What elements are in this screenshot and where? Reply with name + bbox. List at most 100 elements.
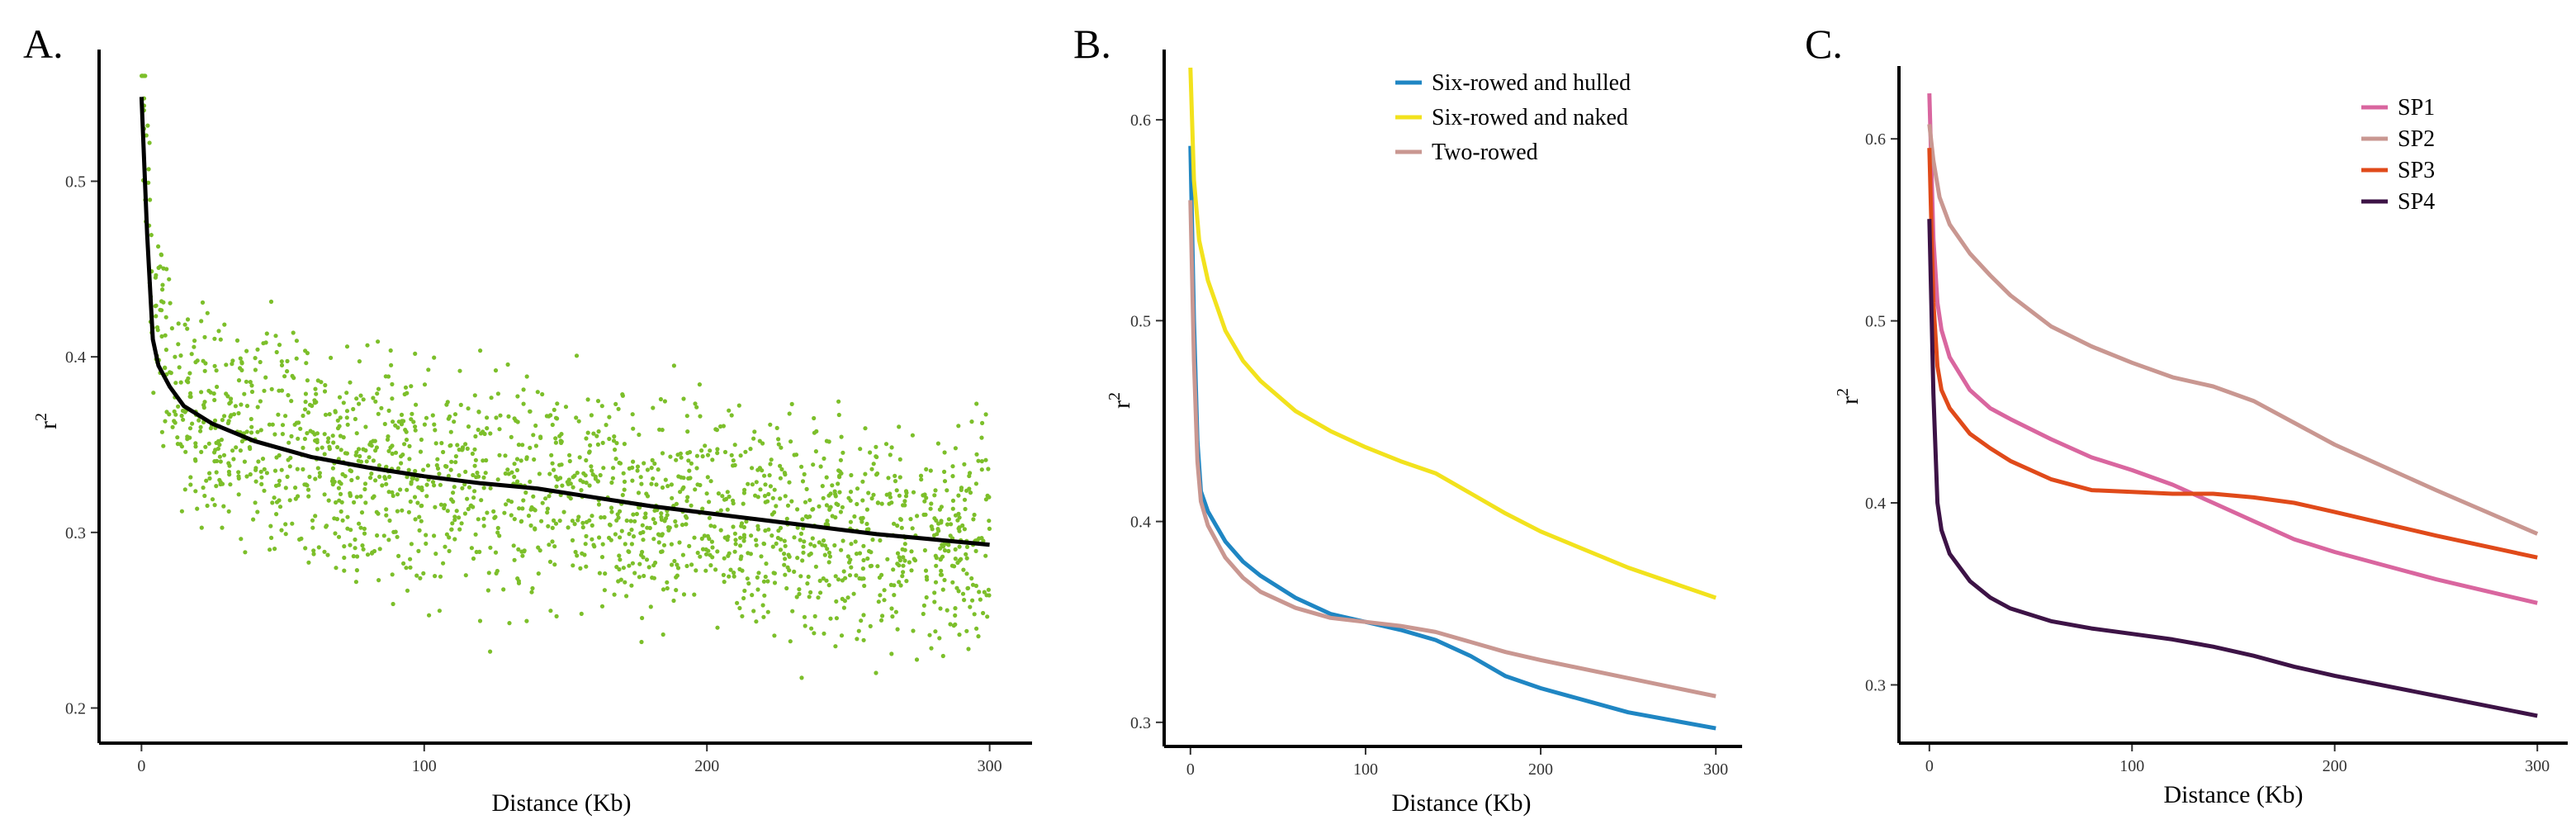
scatter-point — [936, 528, 941, 533]
scatter-point — [763, 574, 768, 580]
scatter-point — [193, 444, 198, 449]
scatter-point — [839, 434, 844, 439]
scatter-point — [950, 506, 955, 511]
scatter-point — [878, 538, 883, 543]
scatter-point — [520, 506, 525, 511]
scatter-point — [571, 485, 575, 490]
scatter-point — [699, 448, 704, 453]
scatter-point — [229, 396, 234, 401]
scatter-point — [339, 448, 343, 452]
scatter-point — [807, 498, 812, 503]
scatter-point — [656, 467, 661, 472]
scatter-point — [217, 454, 222, 459]
scatter-point — [579, 488, 584, 493]
scatter-point — [473, 433, 478, 439]
scatter-point — [741, 533, 747, 538]
scatter-point — [334, 500, 339, 505]
scatter-point — [953, 606, 958, 611]
scatter-point — [613, 532, 618, 537]
scatter-point — [603, 571, 608, 576]
scatter-point — [391, 601, 395, 607]
scatter-point — [552, 407, 556, 412]
scatter-point — [979, 467, 984, 472]
scatter-point — [217, 443, 222, 448]
scatter-point — [348, 380, 353, 385]
panel-a-y-tick-label-0.4: 0.4 — [65, 348, 86, 367]
scatter-point — [373, 399, 378, 404]
scatter-point — [855, 486, 860, 491]
scatter-point — [159, 429, 164, 434]
scatter-point — [512, 557, 517, 562]
scatter-point — [962, 462, 967, 467]
scatter-point — [248, 471, 253, 477]
panel-c-y-tick-label-0.5: 0.5 — [1865, 313, 1886, 331]
scatter-point — [353, 537, 358, 542]
scatter-point — [374, 509, 379, 514]
scatter-point — [173, 354, 178, 359]
scatter-point — [802, 614, 807, 619]
scatter-point — [380, 483, 385, 488]
scatter-point — [234, 338, 240, 343]
scatter-point — [348, 469, 354, 474]
scatter-point — [837, 490, 842, 495]
scatter-point — [867, 548, 872, 554]
scatter-point — [399, 454, 404, 459]
scatter-point — [463, 442, 468, 447]
scatter-point — [828, 616, 833, 621]
scatter-point — [493, 368, 499, 373]
scatter-point — [816, 595, 821, 600]
scatter-point — [643, 511, 648, 516]
scatter-point — [626, 549, 631, 554]
scatter-point — [294, 356, 299, 361]
scatter-point — [679, 455, 684, 460]
scatter-point — [557, 519, 562, 523]
scatter-point — [289, 399, 294, 404]
scatter-point — [692, 592, 697, 597]
scatter-point — [798, 574, 803, 579]
scatter-point — [552, 544, 557, 549]
scatter-point — [860, 479, 865, 484]
scatter-point — [417, 514, 422, 519]
scatter-point — [650, 457, 655, 463]
scatter-point — [437, 471, 442, 476]
scatter-point — [930, 527, 935, 532]
panel-c-series-line-3 — [1927, 219, 2538, 718]
scatter-point — [953, 613, 958, 618]
scatter-point — [193, 458, 198, 463]
scatter-point — [550, 539, 555, 544]
scatter-point — [751, 609, 756, 613]
scatter-point — [924, 495, 929, 500]
scatter-point — [824, 578, 829, 583]
scatter-point — [939, 568, 944, 574]
scatter-point — [424, 541, 429, 547]
scatter-point — [679, 475, 684, 480]
scatter-point — [277, 388, 282, 393]
scatter-point — [251, 517, 256, 522]
scatter-point — [476, 427, 481, 433]
scatter-point — [783, 494, 788, 499]
scatter-point — [274, 349, 279, 355]
scatter-point — [708, 479, 713, 484]
scatter-point — [784, 585, 789, 591]
scatter-point — [576, 514, 581, 519]
scatter-point — [298, 426, 303, 431]
scatter-point — [689, 562, 694, 567]
scatter-point — [703, 568, 708, 573]
scatter-point — [207, 471, 212, 476]
scatter-point — [623, 542, 627, 547]
panel-a-y-axis-title: r2 — [32, 413, 62, 429]
scatter-point — [845, 554, 850, 559]
scatter-point — [221, 504, 226, 509]
scatter-point — [505, 467, 510, 472]
scatter-point — [969, 419, 974, 424]
scatter-point — [964, 556, 969, 561]
scatter-point — [721, 572, 727, 578]
scatter-point — [272, 432, 277, 437]
scatter-point — [898, 583, 903, 588]
scatter-point — [200, 300, 206, 305]
scatter-point — [635, 468, 640, 473]
panel-a-y-axis-title-r: r2 — [32, 413, 62, 429]
scatter-point — [373, 448, 378, 453]
scatter-point — [737, 605, 742, 611]
